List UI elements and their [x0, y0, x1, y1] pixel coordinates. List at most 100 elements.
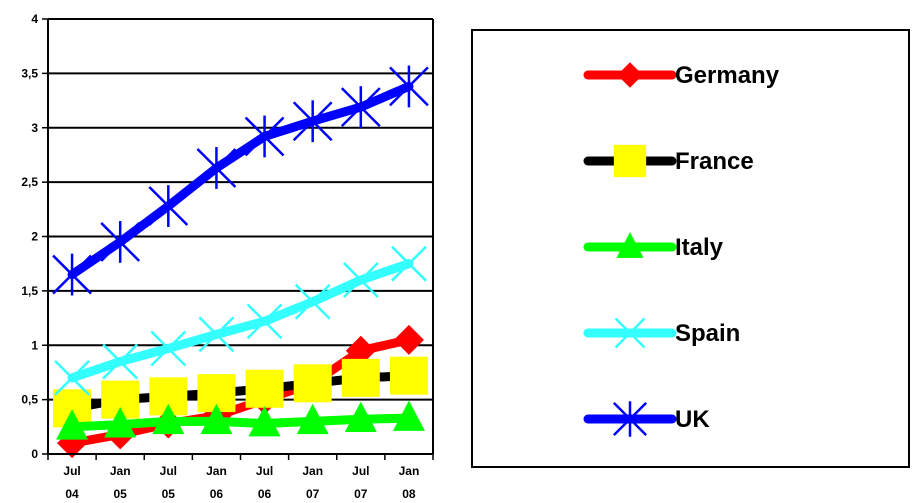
triangle-marker: [392, 400, 425, 431]
data-point: [389, 356, 428, 395]
data-point: [391, 245, 427, 282]
x-tick-label-line: 06: [210, 487, 224, 501]
square-marker: [341, 358, 380, 397]
square-marker: [293, 364, 332, 403]
data-point: [148, 185, 189, 227]
x-tick-label: Jul 07: [352, 464, 369, 501]
x-tick-label-line: 06: [258, 487, 272, 501]
data-point: [389, 65, 429, 108]
data-point: [296, 403, 329, 435]
x-tick-label-line: 08: [402, 487, 416, 501]
legend-label: Spain: [675, 320, 740, 347]
legend-label: France: [675, 148, 754, 175]
x-marker: [246, 303, 283, 340]
triangle-marker: [152, 403, 185, 435]
y-tick-label: 0: [31, 447, 38, 461]
legend-label: Italy: [675, 234, 724, 261]
data-point: [344, 401, 377, 432]
series-line: [67, 259, 414, 383]
y-tick-label: 3,5: [21, 66, 38, 80]
x-tick-label-line: 04: [65, 487, 79, 501]
y-tick-label: 0,5: [21, 393, 38, 407]
x-marker: [294, 283, 331, 320]
data-point: [345, 335, 376, 366]
legend-item-germany: Germany: [583, 62, 780, 89]
square-marker: [613, 144, 647, 178]
x-tick-label-line: Jul: [352, 464, 369, 478]
data-point: [294, 283, 331, 320]
x-tick-label-line: Jul: [256, 464, 273, 478]
data-point: [246, 303, 283, 340]
square-marker: [245, 369, 284, 408]
legend-item-italy: Italy: [583, 232, 724, 261]
y-tick-label: 3: [31, 121, 38, 135]
data-point: [102, 343, 139, 380]
data-point: [340, 86, 381, 128]
series-italy: [56, 400, 425, 440]
data-point: [341, 358, 380, 397]
x-tick-label-line: Jan: [206, 464, 227, 478]
y-tick-label: 1,5: [21, 284, 38, 298]
data-point: [392, 400, 425, 431]
triangle-marker: [248, 405, 281, 437]
data-point: [248, 405, 281, 437]
legend-item-uk: UK: [583, 401, 710, 437]
data-point: [293, 364, 332, 403]
x-marker: [391, 245, 427, 282]
y-tick-label: 1: [31, 338, 38, 352]
x-marker: [54, 359, 90, 396]
triangle-marker: [296, 403, 329, 435]
diamond-marker: [617, 62, 643, 88]
data-point: [104, 407, 137, 438]
legend-box: [471, 29, 910, 468]
y-tick-label: 2,5: [21, 175, 38, 189]
x-tick-label-line: Jul: [160, 464, 177, 478]
diamond-marker: [393, 324, 424, 355]
data-point: [200, 403, 233, 435]
series-spain: [54, 245, 427, 396]
legend-label: UK: [675, 406, 710, 433]
legend: Germany France Italy Spain UK: [471, 29, 910, 468]
y-tick-label: 2: [31, 230, 38, 244]
diamond-marker: [345, 335, 376, 366]
data-point: [56, 409, 89, 440]
legend-item-spain: Spain: [583, 317, 740, 349]
x-tick-label: Jan 08: [399, 464, 420, 501]
x-tick-label-line: Jan: [302, 464, 323, 478]
data-point: [150, 330, 187, 367]
x-marker: [342, 262, 379, 298]
data-point: [245, 369, 284, 408]
x-tick-label-line: Jan: [110, 464, 131, 478]
data-point: [54, 359, 90, 396]
triangle-marker: [616, 232, 644, 258]
data-point: [100, 221, 141, 263]
x-tick-label: Jul 04: [63, 464, 80, 501]
x-tick-label-line: Jan: [399, 464, 420, 478]
series-uk: [52, 65, 429, 296]
series-france: [53, 356, 428, 428]
x-marker: [198, 316, 235, 353]
x-tick-label: Jan 06: [206, 464, 227, 501]
square-marker: [389, 356, 428, 395]
x-tick-label-line: Jul: [63, 464, 80, 478]
series-line: [67, 81, 414, 280]
data-point: [342, 262, 379, 298]
data-point: [196, 147, 237, 189]
x-tick-label: Jan 07: [302, 464, 323, 501]
x-tick-label-line: 05: [162, 487, 176, 501]
data-point: [152, 403, 185, 435]
legend-item-france: France: [583, 144, 754, 178]
triangle-marker: [104, 407, 137, 438]
x-tick-label-line: 07: [354, 487, 368, 501]
triangle-marker: [56, 409, 89, 440]
triangle-marker: [344, 401, 377, 432]
x-marker: [102, 343, 139, 380]
data-point: [52, 253, 92, 296]
x-tick-label-line: 05: [114, 487, 128, 501]
x-marker: [150, 330, 187, 367]
data-point: [244, 115, 285, 158]
x-tick-label: Jul 06: [256, 464, 273, 501]
x-tick-label: Jul 05: [160, 464, 177, 501]
